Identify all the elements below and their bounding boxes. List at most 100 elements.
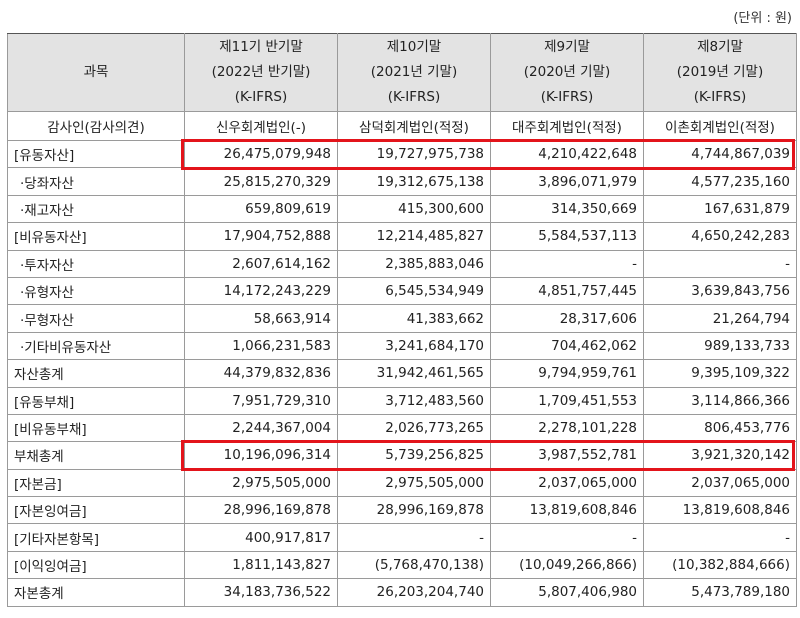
value-cell: 2,607,614,162 <box>184 249 338 278</box>
row-label: ·당좌자산 <box>7 167 185 196</box>
auditor-cell: 삼덕회계법인(적정) <box>337 111 491 141</box>
table-row: [기타자본항목] 400,917,817- - - <box>7 523 797 552</box>
header-period-1-line-3: (K-IFRS) <box>234 89 288 105</box>
value-cell: 314,350,669 <box>490 194 644 224</box>
auditor-cell: 이촌회계법인(적정) <box>643 111 797 141</box>
value-cell: 19,312,675,138 <box>337 167 491 196</box>
value-cell: - <box>490 249 644 278</box>
row-label: [유동부채] <box>7 386 185 415</box>
value-cell: 3,712,483,560 <box>337 386 491 415</box>
value-cell: 41,383,662 <box>337 304 491 333</box>
value-cell: 3,987,552,781 <box>490 441 644 470</box>
financial-summary-table: 과목 제11기 반기말 (2022년 반기말) (K-IFRS) 제10기말 (… <box>7 33 797 607</box>
value-cell: 2,278,101,228 <box>490 413 644 443</box>
value-cell: 28,996,169,878 <box>184 496 338 525</box>
header-period-4-line-1: 제8기말 <box>697 39 743 55</box>
row-label: [기타자본항목] <box>7 523 185 552</box>
value-cell: 26,475,079,948 <box>184 139 338 169</box>
value-cell: 19,727,975,738 <box>337 139 491 169</box>
value-cell: 25,815,270,329 <box>184 167 338 196</box>
value-cell: 2,975,505,000 <box>184 468 338 498</box>
value-cell: 44,379,832,836 <box>184 359 338 388</box>
table-row: [자본잉여금] 28,996,169,878 28,996,169,878 13,81… <box>7 496 797 525</box>
row-label: ·기타비유동자산 <box>7 331 185 361</box>
row-label: 자산총계 <box>7 359 185 388</box>
value-cell: 2,037,065,000 <box>490 468 644 498</box>
row-label: [자본금] <box>7 468 185 498</box>
value-cell: 34,183,736,522 <box>184 578 338 607</box>
value-cell: 2,244,367,004 <box>184 413 338 443</box>
value-cell: 2,975,505,000 <box>337 468 491 498</box>
value-cell: (10,382,884,666) <box>643 550 797 580</box>
table-body: 감사인(감사의견) 신우회계법인(-) 삼덕회계법인(적정) 대주회계법인(적정… <box>7 111 797 607</box>
value-cell: 1,709,451,553 <box>490 386 644 415</box>
value-cell: 415,300,600 <box>337 194 491 224</box>
value-cell: 4,577,235,160 <box>643 167 797 196</box>
value-cell: - <box>643 523 797 552</box>
value-cell: - <box>490 523 644 552</box>
table-row: [이익잉여금] 1,811,143,827 (5,768,470,138) (10,0… <box>7 550 797 580</box>
table-row: [유동자산] 26,475,079,948 19,727,975,738 4,210,… <box>7 139 797 169</box>
value-cell: 13,819,608,846 <box>490 496 644 525</box>
header-period-4-line-2: (2019년 기말) <box>676 64 764 80</box>
row-label: 부채총계 <box>7 441 185 470</box>
value-cell: - <box>643 249 797 278</box>
table-row: 부채총계 10,196,096,314 5,739,256,825 3,987,552… <box>7 441 797 470</box>
header-period-1: 제11기 반기말 (2022년 반기말) (K-IFRS) <box>184 33 338 112</box>
value-cell: (10,049,266,866) <box>490 550 644 580</box>
table-row: ·무형자산 58,663,914 41,383,662 28,317,606 21,26… <box>7 304 797 333</box>
value-cell: 3,639,843,756 <box>643 276 797 306</box>
value-cell: 659,809,619 <box>184 194 338 224</box>
value-cell: 9,794,959,761 <box>490 359 644 388</box>
value-cell: 2,026,773,265 <box>337 413 491 443</box>
row-label: [비유동부채] <box>7 413 185 443</box>
auditor-cell: 신우회계법인(-) <box>184 111 338 141</box>
unit-label: (단위 : 원) <box>733 11 792 26</box>
value-cell: 400,917,817 <box>184 523 338 552</box>
table-row: ·투자자산 2,607,614,162 2,385,883,046- - <box>7 249 797 278</box>
auditor-row-label: 감사인(감사의견) <box>7 111 185 141</box>
value-cell: 14,172,243,229 <box>184 276 338 306</box>
row-label: [비유동자산] <box>7 222 185 251</box>
value-cell: 704,462,062 <box>490 331 644 361</box>
value-cell: 1,066,231,583 <box>184 331 338 361</box>
header-period-2-line-2: (2021년 기말) <box>370 64 458 80</box>
table-row: [유동부채] 7,951,729,310 3,712,483,560 1,709,45… <box>7 386 797 415</box>
header-period-2: 제10기말 (2021년 기말) (K-IFRS) <box>337 33 491 112</box>
value-cell: 10,196,096,314 <box>184 441 338 470</box>
header-period-3: 제9기말 (2020년 기말) (K-IFRS) <box>490 33 644 112</box>
header-period-2-line-1: 제10기말 <box>386 39 442 55</box>
value-cell: (5,768,470,138) <box>337 550 491 580</box>
header-period-3-line-1: 제9기말 <box>544 39 590 55</box>
value-cell: 3,896,071,979 <box>490 167 644 196</box>
value-cell: - <box>337 523 491 552</box>
value-cell: 2,385,883,046 <box>337 249 491 278</box>
row-label: [자본잉여금] <box>7 496 185 525</box>
value-cell: 5,807,406,980 <box>490 578 644 607</box>
table-row: [비유동부채] 2,244,367,004 2,026,773,265 2,278,1… <box>7 413 797 443</box>
value-cell: 989,133,733 <box>643 331 797 361</box>
row-label: 자본총계 <box>7 578 185 607</box>
value-cell: 58,663,914 <box>184 304 338 333</box>
auditor-row: 감사인(감사의견) 신우회계법인(-) 삼덕회계법인(적정) 대주회계법인(적정… <box>7 111 797 141</box>
value-cell: 3,921,320,142 <box>643 441 797 470</box>
value-cell: 17,904,752,888 <box>184 222 338 251</box>
row-label: ·유형자산 <box>7 276 185 306</box>
value-cell: 7,951,729,310 <box>184 386 338 415</box>
value-cell: 4,851,757,445 <box>490 276 644 306</box>
value-cell: 13,819,608,846 <box>643 496 797 525</box>
row-label: ·무형자산 <box>7 304 185 333</box>
value-cell: 21,264,794 <box>643 304 797 333</box>
row-label: ·투자자산 <box>7 249 185 278</box>
table-row: ·당좌자산 25,815,270,329 19,312,675,138 3,896,0… <box>7 167 797 196</box>
value-cell: 12,214,485,827 <box>337 222 491 251</box>
header-period-4-line-3: (K-IFRS) <box>693 89 747 105</box>
value-cell: 31,942,461,565 <box>337 359 491 388</box>
header-period-3-line-3: (K-IFRS) <box>540 89 594 105</box>
value-cell: 9,395,109,322 <box>643 359 797 388</box>
value-cell: 5,584,537,113 <box>490 222 644 251</box>
header-subject: 과목 <box>7 33 185 112</box>
value-cell: 806,453,776 <box>643 413 797 443</box>
value-cell: 28,996,169,878 <box>337 496 491 525</box>
header-period-2-line-3: (K-IFRS) <box>387 89 441 105</box>
